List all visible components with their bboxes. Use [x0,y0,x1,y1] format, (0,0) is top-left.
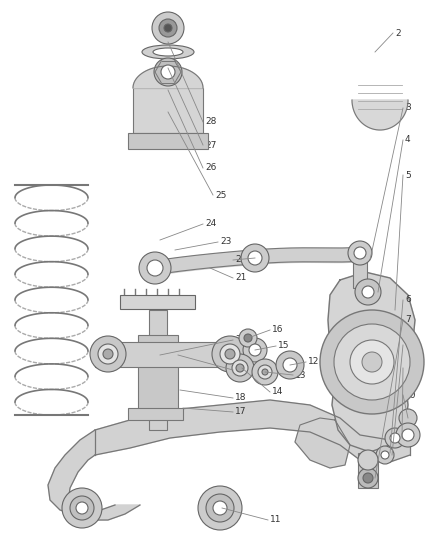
Circle shape [399,409,417,427]
Bar [128,408,183,420]
Bar [133,88,203,133]
Text: 12: 12 [308,358,319,367]
Polygon shape [352,100,408,130]
Circle shape [226,354,254,382]
Circle shape [262,369,268,375]
Circle shape [62,488,102,528]
Bar [149,310,167,430]
Text: 10: 10 [405,391,417,400]
Circle shape [362,352,382,372]
Circle shape [152,12,184,44]
Circle shape [248,251,262,265]
Circle shape [355,279,381,305]
Circle shape [363,473,373,483]
Circle shape [212,336,248,372]
Circle shape [283,358,297,372]
Polygon shape [48,430,140,520]
Circle shape [385,428,405,448]
Bar [120,295,195,309]
Text: 16: 16 [272,326,283,335]
Text: 27: 27 [205,141,216,149]
Bar [358,453,378,488]
Circle shape [350,340,394,384]
Circle shape [161,65,175,79]
Circle shape [241,244,269,272]
Circle shape [276,351,304,379]
Circle shape [376,446,394,464]
Polygon shape [295,418,350,468]
Text: 3: 3 [405,103,411,112]
Circle shape [103,349,113,359]
Circle shape [358,468,378,488]
Ellipse shape [153,48,183,56]
Circle shape [239,329,257,347]
Bar [353,258,367,288]
Circle shape [381,451,389,459]
Circle shape [232,360,248,376]
Polygon shape [133,66,203,88]
Bar [128,133,208,149]
Circle shape [320,310,424,414]
Circle shape [159,19,177,37]
Circle shape [396,423,420,447]
Circle shape [402,429,414,441]
Circle shape [348,241,372,265]
Text: 6: 6 [405,295,411,304]
Circle shape [147,260,163,276]
Text: 19: 19 [235,366,247,375]
Text: 26: 26 [205,164,216,173]
Circle shape [70,496,94,520]
Circle shape [354,247,366,259]
Circle shape [164,24,172,32]
Circle shape [76,502,88,514]
Text: 21: 21 [235,273,246,282]
Circle shape [258,365,272,379]
Text: 4: 4 [405,135,411,144]
Text: 7: 7 [405,316,411,325]
Text: 2: 2 [395,28,401,37]
Text: 22: 22 [235,255,246,264]
Ellipse shape [142,45,194,59]
Text: 17: 17 [235,408,247,416]
Circle shape [198,486,242,530]
Circle shape [90,336,126,372]
Circle shape [243,338,267,362]
Circle shape [213,501,227,515]
Circle shape [249,344,261,356]
Text: 24: 24 [205,220,216,229]
Circle shape [139,252,171,284]
Text: 15: 15 [278,342,290,351]
Text: 14: 14 [272,387,283,397]
Polygon shape [328,272,415,452]
Circle shape [334,324,410,400]
Circle shape [225,349,235,359]
Polygon shape [95,400,410,462]
Text: 11: 11 [270,515,282,524]
Bar [138,335,178,410]
Text: 9: 9 [405,364,411,373]
Circle shape [358,450,378,470]
Circle shape [390,433,400,443]
Circle shape [220,344,240,364]
Circle shape [206,494,234,522]
Circle shape [362,286,374,298]
Circle shape [236,364,244,372]
Circle shape [98,344,118,364]
Text: 18: 18 [235,393,247,402]
Text: 8: 8 [405,341,411,350]
Text: 23: 23 [220,238,231,246]
Text: 20: 20 [235,335,246,344]
Circle shape [252,359,278,385]
Circle shape [244,334,252,342]
Text: 25: 25 [215,190,226,199]
Text: 28: 28 [205,117,216,126]
Text: 5: 5 [405,171,411,180]
Bar [95,342,240,367]
Text: 13: 13 [295,370,307,379]
Circle shape [154,58,182,86]
